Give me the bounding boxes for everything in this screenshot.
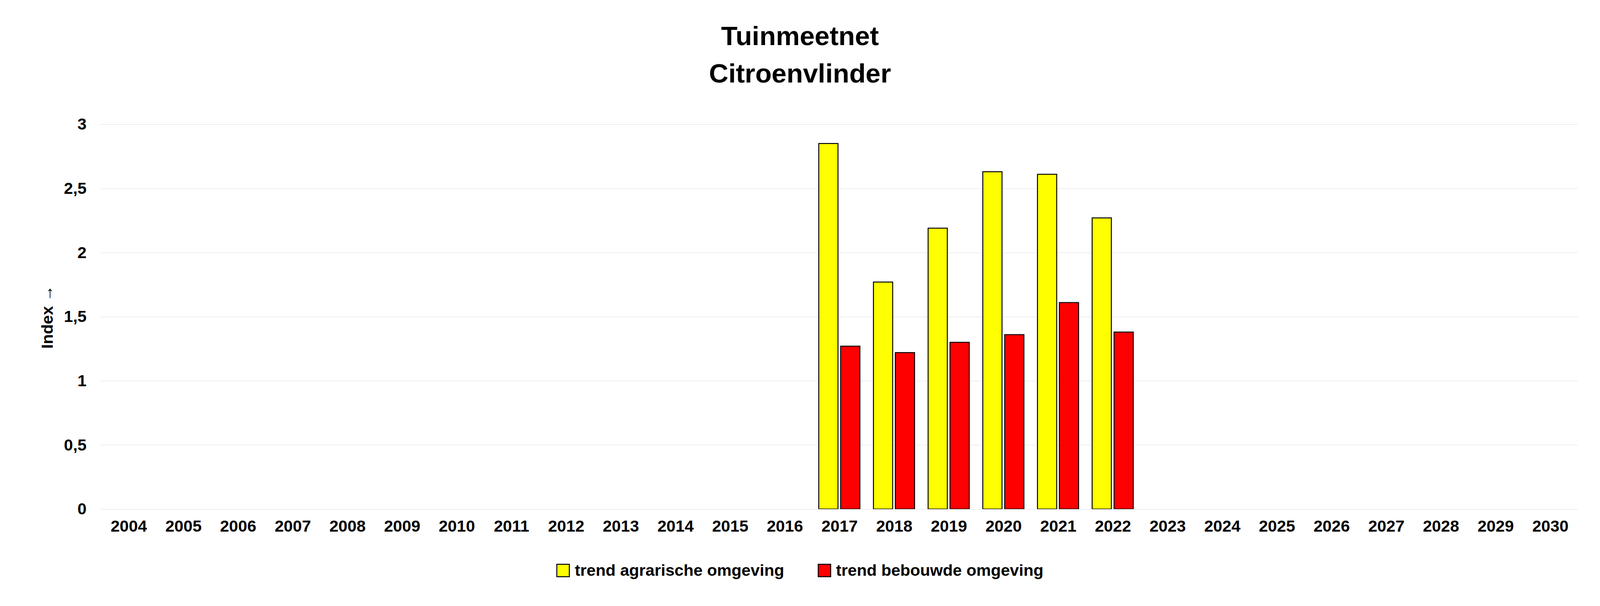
- svg-text:2025: 2025: [1258, 516, 1296, 535]
- svg-text:1: 1: [77, 371, 87, 390]
- html-text:trend agrarische omgeving: trend agrarische omgeving: [574, 560, 785, 579]
- svg-text:0: 0: [77, 499, 87, 518]
- svg-text:2021: 2021: [1040, 516, 1077, 535]
- svg-text:2013: 2013: [602, 516, 640, 535]
- svg-text:2026: 2026: [1313, 516, 1351, 535]
- svg-text:2024: 2024: [1204, 516, 1241, 535]
- html-text:Tuinmeetnet: Tuinmeetnet: [721, 20, 879, 51]
- html-text:trend bebouwde omgeving: trend bebouwde omgeving: [835, 560, 1044, 579]
- svg-text:2006: 2006: [220, 516, 257, 535]
- svg-text:3: 3: [77, 114, 87, 133]
- svg-text:2010: 2010: [438, 516, 476, 535]
- svg-text:2018: 2018: [876, 516, 913, 535]
- svg-text:2008: 2008: [329, 516, 366, 535]
- html-text:Citroenvlinder: Citroenvlinder: [708, 58, 892, 89]
- svg-text:2028: 2028: [1423, 516, 1460, 535]
- svg-text:2022: 2022: [1094, 516, 1132, 535]
- svg-text:2029: 2029: [1477, 516, 1515, 535]
- svg-text:2027: 2027: [1368, 516, 1405, 535]
- svg-text:2007: 2007: [274, 516, 312, 535]
- svg-text:2,5: 2,5: [63, 178, 87, 198]
- svg-text:2004: 2004: [110, 516, 148, 535]
- svg-text:2009: 2009: [384, 516, 421, 535]
- svg-text:1,5: 1,5: [63, 306, 87, 326]
- svg-text:2019: 2019: [930, 516, 968, 535]
- svg-text:2: 2: [77, 243, 87, 262]
- svg-text:2012: 2012: [548, 516, 585, 535]
- svg-text:2011: 2011: [494, 516, 530, 535]
- svg-text:2020: 2020: [985, 516, 1023, 535]
- svg-text:2015: 2015: [712, 516, 749, 535]
- svg-text:2014: 2014: [657, 516, 695, 535]
- svg-text:2030: 2030: [1532, 516, 1569, 535]
- svg-text:2005: 2005: [165, 516, 202, 535]
- svg-text:0,5: 0,5: [63, 435, 87, 454]
- svg-text:Index →: Index →: [37, 284, 57, 349]
- svg-text:2016: 2016: [766, 516, 804, 535]
- svg-text:2023: 2023: [1149, 516, 1187, 535]
- svg-text:2017: 2017: [821, 516, 859, 535]
